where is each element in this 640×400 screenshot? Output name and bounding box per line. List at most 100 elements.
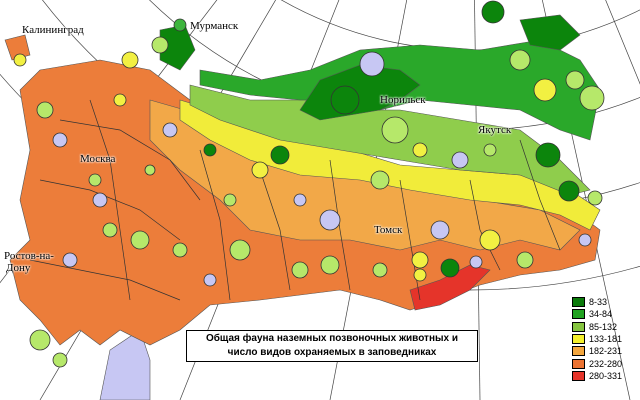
city-label-rostov: Ростов-на- [4,250,54,262]
region-border [469,179,501,271]
reserve-marker [320,255,340,275]
reserve-marker [469,255,483,269]
legend-swatch [572,297,585,308]
legend-item: 8-33 [572,296,638,308]
city-label-tomsk: Томск [374,224,403,236]
legend-label: 232-280 [589,358,623,369]
region-border [29,259,181,301]
legend-swatch [572,309,585,320]
map-title-line2: число видов охраняемых в заповедниках [227,347,437,358]
region-border [89,99,131,301]
region-border [259,169,291,291]
city-label-murmansk: Мурманск [190,20,239,32]
city-label-yakutsk: Якутск [478,124,512,136]
city-label-kaliningrad: Калининград [22,24,84,36]
reserve-marker [113,93,127,107]
reserve-marker [36,101,54,119]
reserve-marker [381,116,409,144]
city-label-norilsk: Норильск [380,94,426,106]
legend-swatch [572,370,585,381]
reserve-marker [172,242,188,258]
zone-dark-green-taimyr [299,64,421,121]
legend-label: 133-181 [589,334,623,345]
reserve-marker [451,151,469,169]
reserve-marker [291,261,309,279]
reserve-marker [509,49,531,71]
reserve-markers [13,0,605,368]
legend-label: 34-84 [589,309,613,320]
reserve-marker [293,193,307,207]
reserve-marker [229,239,251,261]
reserve-marker [223,193,237,207]
zone-red [409,264,491,311]
reserve-marker [88,173,102,187]
region-border [59,119,201,201]
reserve-marker [330,85,360,115]
legend-item: 34-84 [572,308,638,320]
reserve-marker [173,18,187,32]
reserve-marker [579,85,605,111]
reserve-marker [62,252,78,268]
sea-region [99,329,151,400]
reserve-marker [412,142,428,158]
reserve-marker [102,222,118,238]
legend-item: 85-132 [572,321,638,333]
reserve-marker [121,51,139,69]
reserve-marker [92,192,108,208]
reserve-marker [144,164,156,176]
region-border [199,149,231,301]
region-border [39,179,181,241]
legend-swatch [572,321,585,332]
reserve-marker [430,220,450,240]
region-borders [29,99,561,301]
reserve-marker [319,209,341,231]
reserve-marker [558,180,580,202]
reserve-marker [411,251,429,269]
reserve-marker [587,190,603,206]
reserve-marker [52,132,68,148]
reserve-marker [483,143,497,157]
reserve-marker [440,258,460,278]
reserve-marker [359,51,385,77]
legend-swatch [572,334,585,345]
zone-dark-green-islands [519,14,581,51]
reserve-marker [203,143,217,157]
legend-item: 133-181 [572,333,638,345]
reserve-marker [481,0,505,24]
meridian-line [605,0,640,85]
reserve-marker [13,53,27,67]
legend-item: 182-231 [572,345,638,357]
reserve-marker [370,170,390,190]
legend: 8-33 34-84 85-132 133-181 182-231 232-280 280-… [572,296,638,382]
city-label-moscow: Москва [80,153,116,165]
region-border [519,139,561,251]
region-border [329,159,351,291]
reserve-marker [578,233,592,247]
reserve-marker [203,273,217,287]
reserve-marker [372,262,388,278]
reserve-marker [535,142,561,168]
legend-label: 85-132 [589,321,618,332]
reserve-marker [565,70,585,90]
city-label-rostov-line2: Дону [6,262,31,274]
reserve-marker [413,268,427,282]
legend-swatch [572,346,585,357]
reserve-marker [479,229,501,251]
legend-label: 8-33 [589,297,608,308]
reserve-marker [533,78,557,102]
reserve-marker [52,352,68,368]
reserve-marker [270,145,290,165]
reserve-marker [151,36,169,54]
legend-label: 280-331 [589,370,623,381]
zone-kaliningrad [4,34,31,61]
reserve-marker [516,251,534,269]
legend-item: 280-331 [572,370,638,382]
map-title-line1: Общая фауна наземных позвоночных животны… [205,333,459,344]
reserve-marker [162,122,178,138]
reserve-marker [251,161,269,179]
legend-label: 182-231 [589,346,623,357]
reserve-marker [130,230,150,250]
reserve-marker [29,329,51,351]
